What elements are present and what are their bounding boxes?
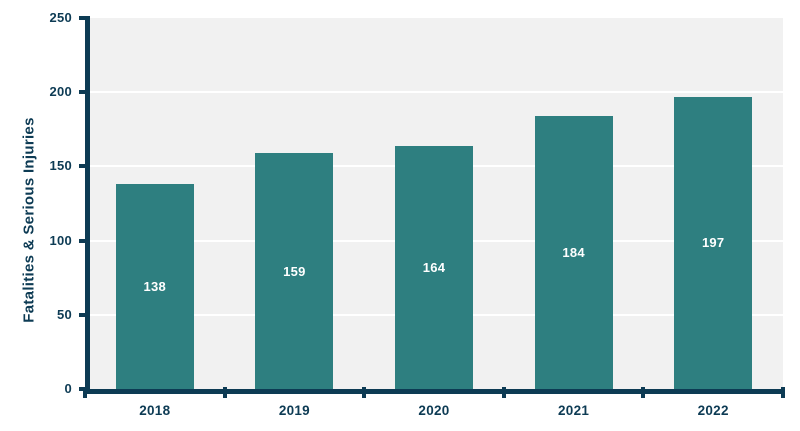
x-tick-label: 2021 <box>558 403 590 418</box>
bar-value-label: 164 <box>422 259 446 275</box>
x-axis-tick <box>222 387 227 398</box>
bar-value-label: 197 <box>701 235 725 251</box>
gridline <box>90 91 783 94</box>
y-axis-tick <box>79 90 90 95</box>
y-tick-label: 200 <box>49 84 72 100</box>
bar: 138 <box>115 184 194 389</box>
x-axis-tick <box>362 387 367 398</box>
y-tick-label: 50 <box>57 306 72 322</box>
y-axis-tick <box>79 16 90 20</box>
y-tick-label: 250 <box>49 10 72 25</box>
x-tick-label: 2018 <box>139 403 171 418</box>
x-tick-label: 2020 <box>418 403 450 418</box>
x-axis-tick <box>781 387 785 398</box>
x-axis-tick <box>501 387 506 398</box>
bar-value-label: 138 <box>143 279 167 295</box>
bar: 164 <box>395 145 473 389</box>
bar: 184 <box>534 115 613 389</box>
y-tick-label: 150 <box>49 158 72 174</box>
bar-value-label: 184 <box>562 244 585 260</box>
x-axis-line <box>85 389 785 394</box>
y-axis-tick <box>79 164 90 169</box>
x-axis-tick <box>641 387 646 398</box>
bar-value-label: 159 <box>283 263 306 279</box>
bar: 197 <box>674 96 753 389</box>
bar: 159 <box>255 153 334 389</box>
x-tick-label: 2022 <box>697 403 729 418</box>
y-tick-label: 0 <box>64 381 72 396</box>
x-axis-tick <box>83 387 87 398</box>
x-tick-label: 2019 <box>278 403 310 418</box>
y-axis-line <box>85 18 90 394</box>
y-axis-title: Fatalities & Serious Injuries <box>20 117 38 323</box>
y-tick-label: 100 <box>49 232 72 248</box>
y-axis-tick <box>79 238 90 243</box>
y-axis-tick <box>79 312 90 317</box>
